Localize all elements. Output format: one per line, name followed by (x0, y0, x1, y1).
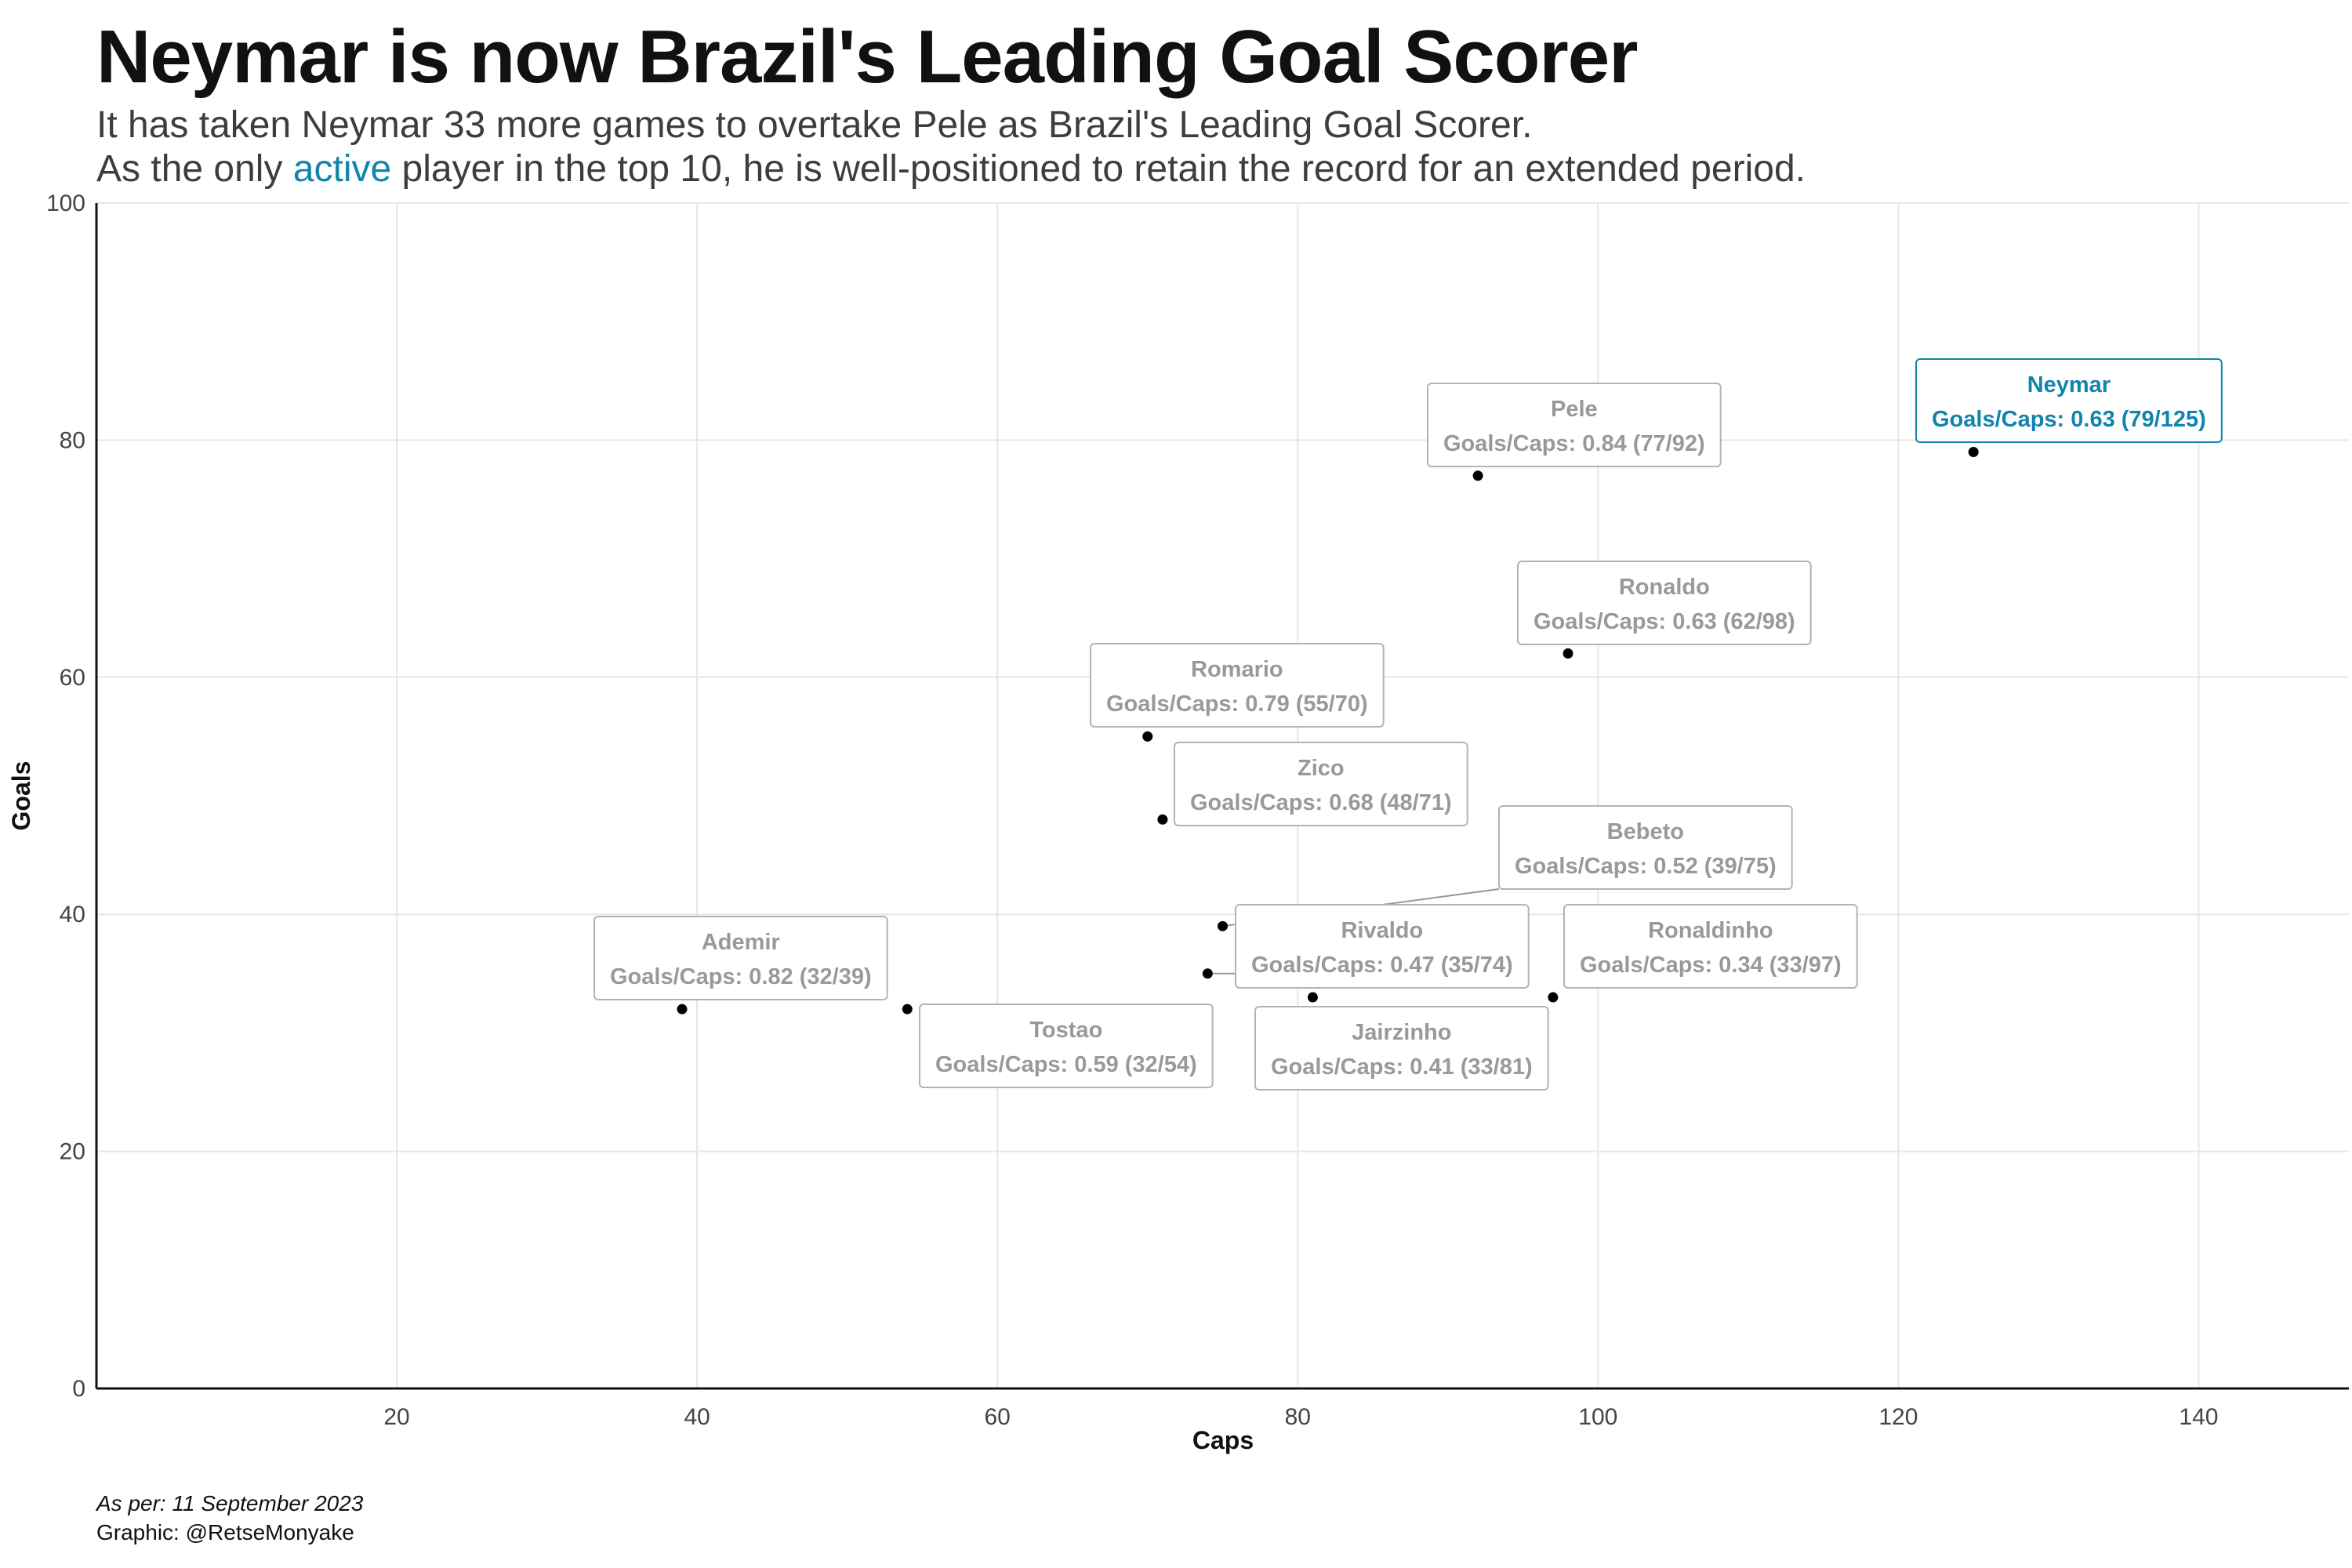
label-box (1498, 805, 1793, 890)
y-tick-label: 20 (60, 1139, 85, 1165)
point-tostao (902, 1004, 913, 1014)
label-box (1254, 1006, 1549, 1091)
label-tostao: Tostao Goals/Caps: 0.59 (32/54) (919, 1004, 1214, 1088)
x-tick-label: 60 (985, 1404, 1011, 1430)
label-goals-per-cap: Goals/Caps: 0.47 (35/74) (1251, 953, 1513, 978)
label-bebeto: Bebeto Goals/Caps: 0.52 (39/75) (1498, 805, 1793, 890)
point-ademir (677, 1004, 688, 1014)
label-box (1174, 742, 1468, 826)
x-tick-label: 40 (684, 1404, 710, 1430)
label-box (1563, 904, 1858, 989)
point-bebeto (1218, 920, 1228, 931)
point-ronaldinho (1548, 992, 1559, 1003)
y-tick-label: 40 (60, 902, 85, 927)
y-tick-label: 80 (60, 427, 85, 453)
subtitle-text-before: As the only (96, 148, 293, 190)
label-jairzinho: Jairzinho Goals/Caps: 0.41 (33/81) (1254, 1006, 1549, 1091)
y-tick-label: 0 (72, 1376, 85, 1402)
y-tick-label: 100 (46, 191, 85, 216)
subtitle-text-after: player in the top 10, he is well-positio… (391, 148, 1806, 190)
point-pele (1472, 470, 1483, 481)
point-jairzinho (1307, 992, 1318, 1003)
data-points (677, 447, 1979, 1014)
chart-subtitle-line1: It has taken Neymar 33 more games to ove… (96, 104, 1533, 146)
label-player-name: Zico (1298, 756, 1345, 781)
x-axis-label: Caps (1192, 1426, 1254, 1454)
label-box (1090, 643, 1385, 728)
label-player-name: Bebeto (1607, 819, 1684, 844)
label-player-name: Neymar (2027, 372, 2111, 397)
label-pele: Pele Goals/Caps: 0.84 (77/92) (1427, 383, 1722, 467)
caption-date: As per: 11 September 2023 (96, 1491, 364, 1515)
label-rivaldo: Rivaldo Goals/Caps: 0.47 (35/74) (1235, 904, 1530, 989)
label-goals-per-cap: Goals/Caps: 0.52 (39/75) (1515, 854, 1777, 879)
label-goals-per-cap: Goals/Caps: 0.59 (32/54) (935, 1052, 1197, 1077)
label-player-name: Ronaldo (1619, 575, 1710, 600)
label-zico: Zico Goals/Caps: 0.68 (48/71) (1174, 742, 1468, 826)
label-ronaldinho: Ronaldinho Goals/Caps: 0.34 (33/97) (1563, 904, 1858, 989)
label-goals-per-cap: Goals/Caps: 0.63 (79/125) (1932, 407, 2206, 432)
chart-subtitle-line2: As the only active player in the top 10,… (96, 147, 1806, 191)
label-goals-per-cap: Goals/Caps: 0.79 (55/70) (1106, 691, 1368, 717)
label-box (1915, 358, 2223, 443)
label-romario: Romario Goals/Caps: 0.79 (55/70) (1090, 643, 1385, 728)
label-box (1235, 904, 1530, 989)
point-romario (1142, 731, 1153, 742)
label-goals-per-cap: Goals/Caps: 0.68 (48/71) (1190, 790, 1452, 815)
label-player-name: Ronaldinho (1648, 918, 1773, 943)
x-tick-label: 80 (1285, 1404, 1311, 1430)
chart-title: Neymar is now Brazil's Leading Goal Scor… (96, 15, 1638, 99)
point-zico (1157, 814, 1168, 825)
point-ronaldo (1563, 648, 1573, 659)
label-player-name: Ademir (702, 930, 780, 955)
y-axis-label: Goals (7, 761, 35, 831)
label-box (919, 1004, 1214, 1088)
label-box (1517, 561, 1812, 645)
y-tick-label: 60 (60, 665, 85, 691)
label-box (1427, 383, 1722, 467)
x-tick-label: 140 (2179, 1404, 2218, 1430)
tick-labels: 20 40 60 80 100 120 140 0 20 40 60 80 100 (46, 191, 2219, 1430)
point-neymar (1968, 447, 1979, 458)
label-player-name: Rivaldo (1341, 918, 1423, 943)
axes (95, 203, 2349, 1390)
label-player-name: Pele (1551, 397, 1598, 422)
label-neymar: Neymar Goals/Caps: 0.63 (79/125) (1915, 358, 2223, 443)
label-ronaldo: Ronaldo Goals/Caps: 0.63 (62/98) (1517, 561, 1812, 645)
label-goals-per-cap: Goals/Caps: 0.34 (33/97) (1580, 953, 1842, 978)
label-goals-per-cap: Goals/Caps: 0.82 (32/39) (610, 964, 872, 989)
label-player-name: Tostao (1029, 1018, 1102, 1043)
point-labels: Neymar Goals/Caps: 0.63 (79/125) Pele Goals… (593, 358, 2223, 1091)
x-tick-label: 100 (1578, 1404, 1617, 1430)
caption-credit: Graphic: @RetseMonyake (96, 1520, 354, 1544)
label-player-name: Romario (1191, 657, 1283, 682)
x-tick-label: 20 (383, 1404, 409, 1430)
label-player-name: Jairzinho (1352, 1020, 1451, 1045)
label-goals-per-cap: Goals/Caps: 0.41 (33/81) (1271, 1054, 1533, 1080)
point-rivaldo (1202, 968, 1213, 979)
x-tick-label: 120 (1878, 1404, 1918, 1430)
label-goals-per-cap: Goals/Caps: 0.84 (77/92) (1443, 431, 1705, 456)
subtitle-highlight-active: active (292, 148, 392, 190)
label-box (593, 916, 888, 1000)
label-ademir: Ademir Goals/Caps: 0.82 (32/39) (593, 916, 888, 1000)
label-goals-per-cap: Goals/Caps: 0.63 (62/98) (1534, 609, 1795, 634)
